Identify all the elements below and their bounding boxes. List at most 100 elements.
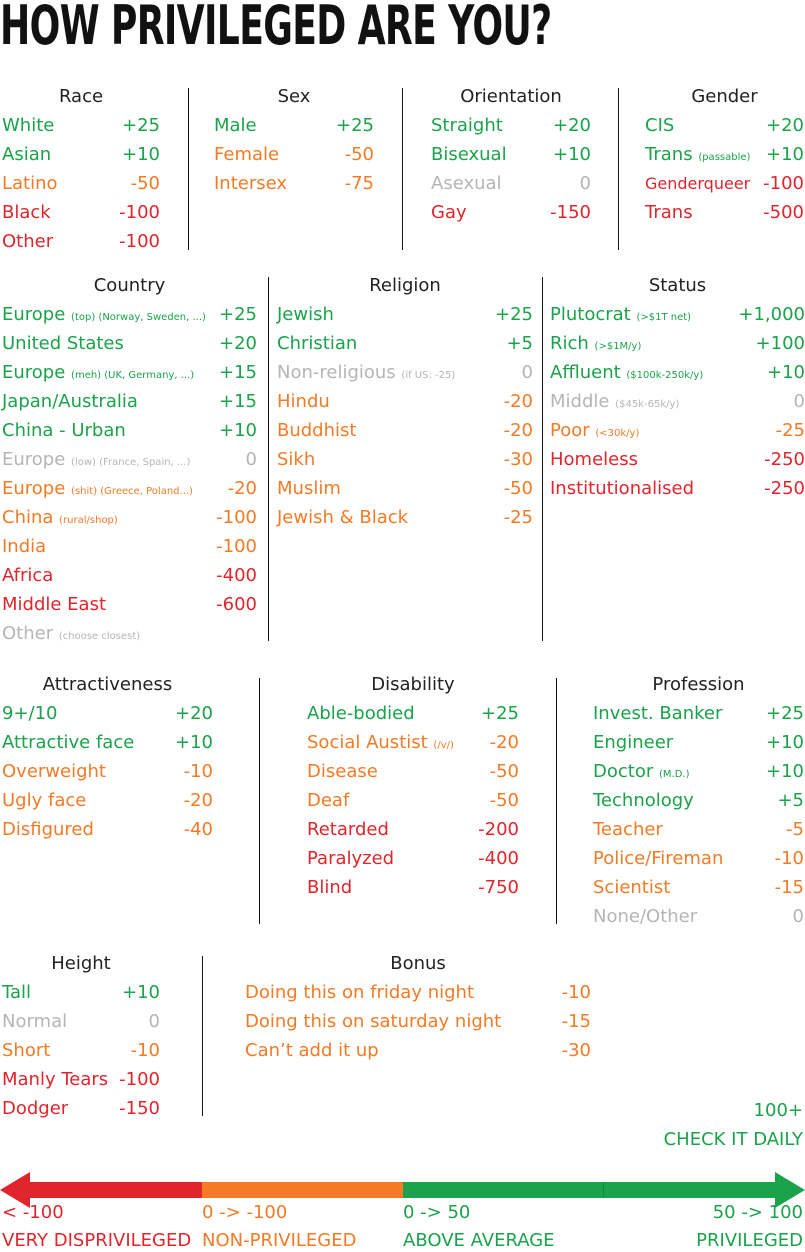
item-label: Trans (passable) <box>645 144 750 169</box>
item-value: -10 <box>130 1040 160 1061</box>
item-note: (>$1M/y) <box>594 341 642 352</box>
item-note: ($100k-250k/y) <box>626 370 704 381</box>
item-label: Police/Fireman <box>593 848 723 870</box>
item-label: China - Urban <box>2 420 126 442</box>
item-label-text: Christian <box>277 333 358 354</box>
scale-label-above-average: ABOVE AVERAGE <box>403 1230 555 1251</box>
list-item: Gay -150 <box>431 202 591 231</box>
item-value: -150 <box>119 1098 160 1119</box>
top-score-label: CHECK IT DAILY <box>663 1129 803 1150</box>
item-value: -20 <box>227 478 257 499</box>
item-label-text: Middle <box>550 391 610 412</box>
list-item: Dodger -150 <box>2 1098 160 1127</box>
item-value: +25 <box>122 115 160 136</box>
item-label-text: Europe <box>2 304 66 325</box>
section-orientation: Orientation Straight +20 Bisexual +10 Asexual… <box>431 86 591 256</box>
section-country: Country Europe (top) (Norway, Sweden, ...… <box>2 275 257 655</box>
item-label-text: Male <box>214 115 257 136</box>
divider <box>618 88 619 250</box>
section-race: Race White +25 Asian +10 Latino -50 Black -100 Ot… <box>2 86 160 256</box>
item-value: +5 <box>777 790 804 811</box>
list-item: Asian +10 <box>2 144 160 173</box>
item-label-text: Europe <box>2 362 66 383</box>
item-value: -25 <box>503 507 533 528</box>
item-value: -200 <box>478 819 519 840</box>
list-item: Doing this on saturday night -15 <box>245 1011 591 1040</box>
divider <box>556 678 557 924</box>
item-label-text: Paralyzed <box>307 848 395 869</box>
privilege-scale-arrow <box>0 1172 805 1208</box>
item-label: Homeless <box>550 449 638 471</box>
item-list: Europe (top) (Norway, Sweden, ...) +25 Uni… <box>2 304 257 652</box>
item-value: -5 <box>786 819 804 840</box>
section-header: Profession <box>652 674 745 695</box>
item-label: Female <box>214 144 279 166</box>
list-item: Paralyzed -400 <box>307 848 519 877</box>
list-item: Short -10 <box>2 1040 160 1069</box>
item-label: Asian <box>2 144 51 166</box>
list-item: Normal 0 <box>2 1011 160 1040</box>
item-label-text: CIS <box>645 115 675 136</box>
item-label: Doctor (M.D.) <box>593 761 689 786</box>
scale-label-privileged: PRIVILEGED <box>696 1230 803 1251</box>
item-value: -100 <box>119 202 160 223</box>
list-item: Christian +5 <box>277 333 533 362</box>
item-label: Scientist <box>593 877 670 899</box>
item-value: -50 <box>489 790 519 811</box>
list-item: Europe (top) (Norway, Sweden, ...) +25 <box>2 304 257 333</box>
section-attractiveness: Attractiveness 9+/10 +20 Attractive face +10… <box>2 674 213 944</box>
scale-range-non-privileged: 0 -> -100 <box>202 1202 288 1223</box>
item-value: +10 <box>766 761 804 782</box>
section-height: Height Tall +10 Normal 0 Short -10 Manly Tears -… <box>2 953 160 1128</box>
item-value: -50 <box>503 478 533 499</box>
item-label-text: Scientist <box>593 877 671 898</box>
item-label-text: Latino <box>2 173 58 194</box>
item-value: -15 <box>561 1011 591 1032</box>
item-label: Trans <box>645 202 693 224</box>
item-label: Affluent ($100k-250k/y) <box>550 362 703 387</box>
item-label-text: Doing this on saturday night <box>245 1011 502 1032</box>
item-label: Europe (shit) (Greece, Poland...) <box>2 478 193 503</box>
item-value: -100 <box>216 536 257 557</box>
item-label-text: Sikh <box>277 449 316 470</box>
item-label: Attractive face <box>2 732 134 754</box>
item-label-text: Jewish & Black <box>277 507 409 528</box>
item-note: (rural/shop) <box>59 515 118 526</box>
divider <box>268 277 269 641</box>
item-list: CIS +20 Trans (passable) +10 Genderqueer -100… <box>645 115 804 231</box>
list-item: Overweight -10 <box>2 761 213 790</box>
section-disability: Disability Able-bodied +25 Social Austist (… <box>307 674 519 944</box>
item-value: -25 <box>775 420 805 441</box>
item-label: Poor (<30k/y) <box>550 420 639 445</box>
list-item: Disease -50 <box>307 761 519 790</box>
item-label: Latino <box>2 173 58 195</box>
item-note: (passable) <box>698 152 751 163</box>
list-item: Ugly face -20 <box>2 790 213 819</box>
item-label: Jewish <box>277 304 334 326</box>
item-value: -750 <box>478 877 519 898</box>
item-value: -400 <box>216 565 257 586</box>
item-label-text: Overweight <box>2 761 106 782</box>
item-note: ($45k-65k/y) <box>615 399 680 410</box>
list-item: Africa -400 <box>2 565 257 594</box>
item-value: -30 <box>561 1040 591 1061</box>
list-item: Plutocrat (>$1T net) +1,000 <box>550 304 805 333</box>
item-label-text: Black <box>2 202 51 223</box>
item-label: Manly Tears <box>2 1069 108 1091</box>
item-value: -50 <box>489 761 519 782</box>
list-item: Male +25 <box>214 115 374 144</box>
item-note: (choose closest) <box>58 631 141 642</box>
item-label: Other <box>2 231 53 253</box>
item-label-text: Doctor <box>593 761 654 782</box>
item-value: -20 <box>183 790 213 811</box>
item-list: Jewish +25 Christian +5 Non-religious (if US… <box>277 304 533 536</box>
item-list: Male +25 Female -50 Intersex -75 <box>214 115 374 202</box>
item-label-text: Teacher <box>593 819 663 840</box>
item-label: Institutionalised <box>550 478 694 500</box>
section-religion: Religion Jewish +25 Christian +5 Non-religiou… <box>277 275 533 655</box>
item-value: +10 <box>766 144 804 165</box>
item-label-text: Invest. Banker <box>593 703 723 724</box>
scale-range-very-disprivileged: < -100 <box>2 1202 64 1223</box>
item-label-text: Police/Fireman <box>593 848 724 869</box>
item-label-text: Short <box>2 1040 51 1061</box>
